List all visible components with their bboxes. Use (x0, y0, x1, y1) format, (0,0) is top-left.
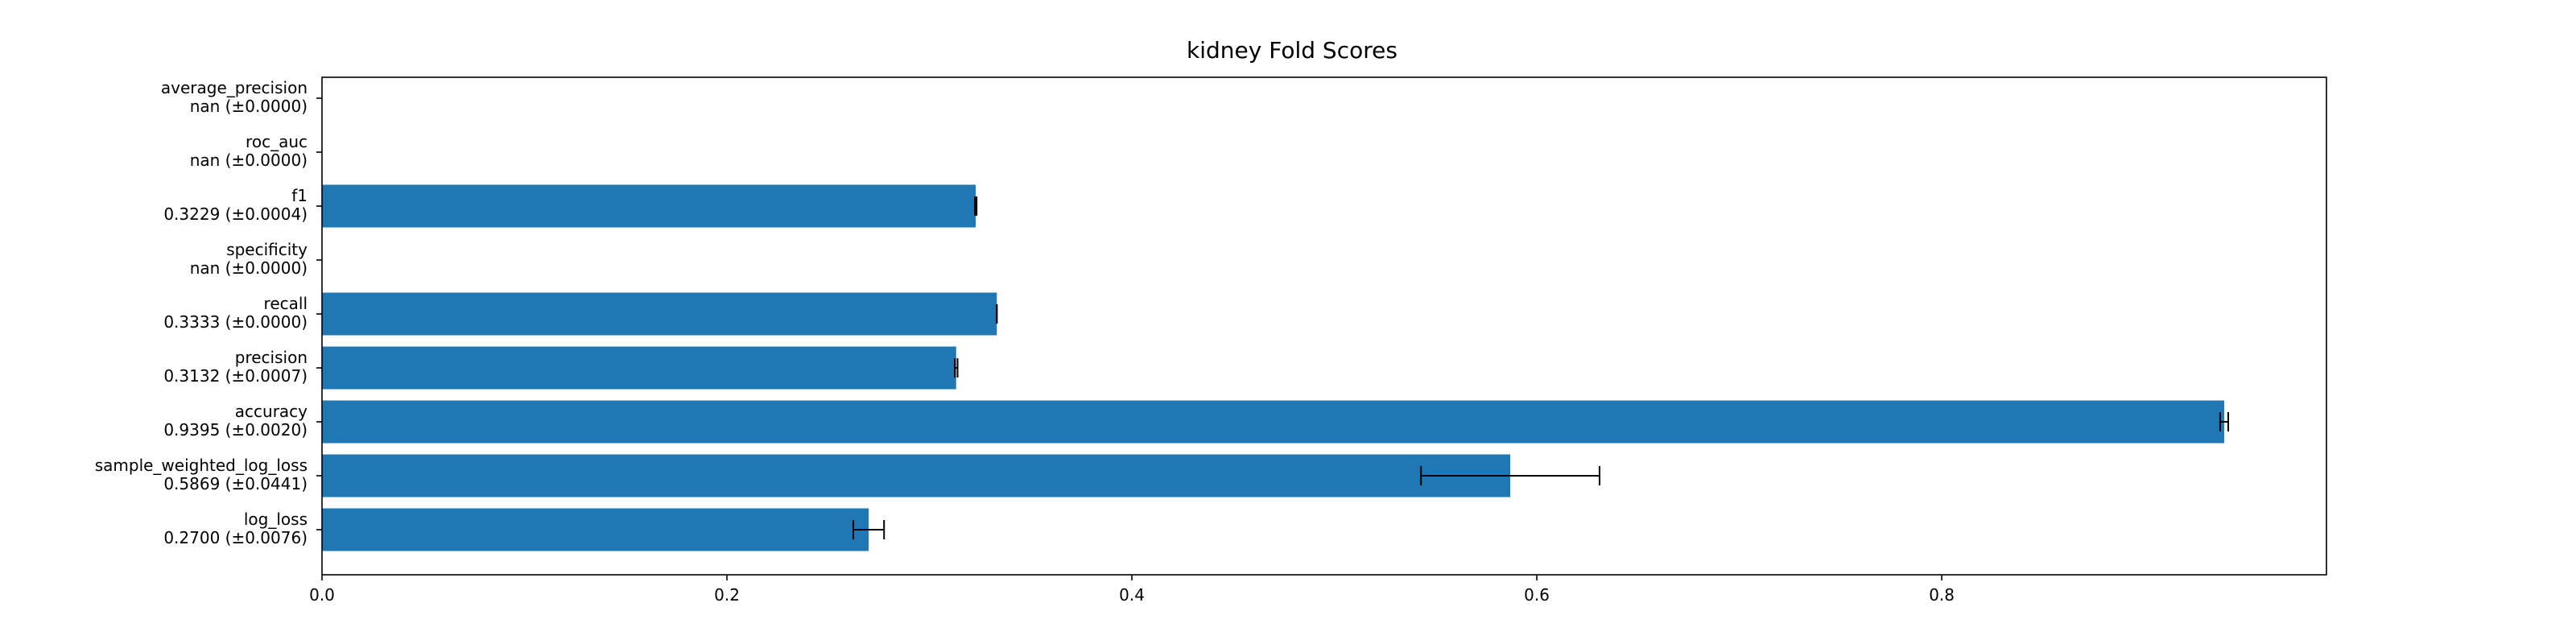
x-tick-label: 0.6 (1524, 585, 1550, 605)
y-label-score: nan (±0.0000) (190, 97, 308, 116)
y-label-metric: accuracy (235, 402, 308, 421)
y-label-score: 0.9395 (±0.0020) (163, 420, 308, 440)
y-label-metric: roc_auc (246, 132, 308, 151)
y-label-metric: sample_weighted_log_loss (95, 456, 308, 475)
y-label-metric: f1 (291, 186, 308, 205)
errorbar-log_loss (852, 520, 886, 539)
errorbars-layer (852, 196, 2230, 539)
y-label-metric: recall (264, 294, 308, 313)
y-label-score: 0.3229 (±0.0004) (163, 204, 308, 224)
errorbar-precision (953, 358, 959, 378)
x-tick-label: 0.4 (1119, 585, 1145, 605)
x-tick-label: 0.8 (1929, 585, 1955, 605)
bar-precision (322, 346, 956, 390)
y-label-score: nan (±0.0000) (190, 151, 308, 170)
y-label-metric: log_loss (244, 510, 308, 529)
x-tick-label: 0.0 (309, 585, 335, 605)
errorbar-accuracy (2219, 412, 2230, 431)
bar-log_loss (322, 508, 869, 551)
chart-title: kidney Fold Scores (1187, 37, 1397, 64)
y-label-score: 0.3333 (±0.0000) (163, 312, 308, 332)
bar-recall (322, 292, 997, 336)
x-axis-ticks: 0.0 0.2 0.4 0.6 0.8 (309, 575, 1955, 605)
y-label-metric: precision (235, 348, 308, 367)
errorbar-f1 (974, 196, 978, 216)
bar-f1 (322, 184, 976, 228)
x-tick-label: 0.2 (714, 585, 740, 605)
errorbar-sample_weighted_log_loss (1420, 466, 1601, 485)
y-label-score: nan (±0.0000) (190, 258, 308, 278)
bar-sample_weighted_log_loss (322, 454, 1511, 497)
y-label-metric: average_precision (161, 78, 308, 97)
bars-layer (322, 184, 2224, 551)
y-label-score: 0.2700 (±0.0076) (163, 528, 308, 547)
y-label-score: 0.3132 (±0.0007) (163, 366, 308, 386)
y-label-metric: specificity (226, 240, 308, 259)
plot-frame (321, 76, 2327, 576)
y-label-score: 0.5869 (±0.0441) (163, 474, 308, 493)
bar-accuracy (322, 400, 2224, 444)
